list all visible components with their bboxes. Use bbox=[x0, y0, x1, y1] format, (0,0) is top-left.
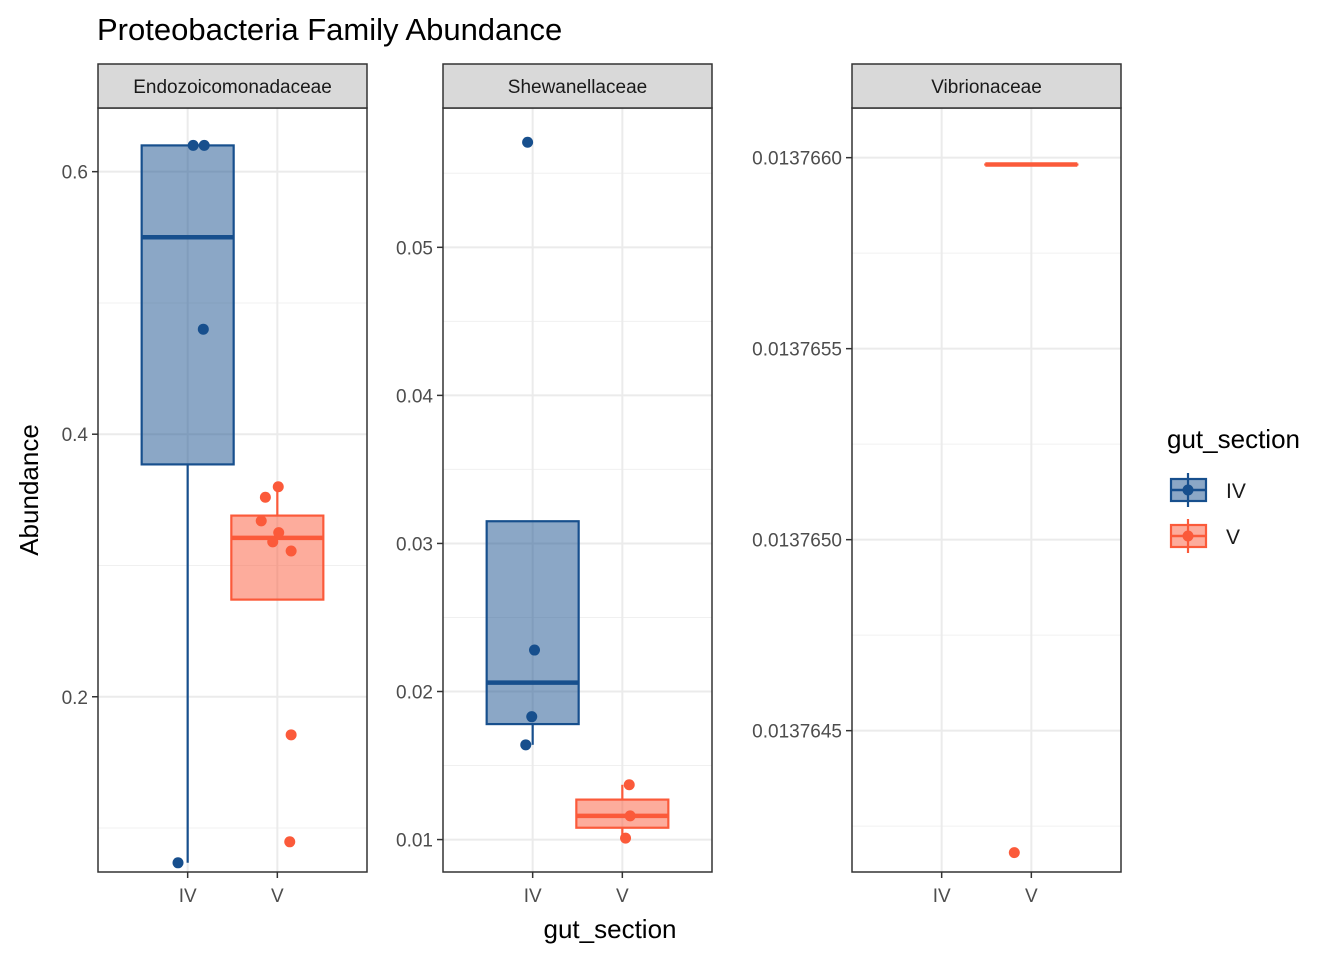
facet-panels: 0.20.40.6IV VEndozoicomonadaceae0.010.020… bbox=[62, 63, 1122, 907]
y-tick-label: 0.02 bbox=[396, 683, 433, 704]
y-tick-label: 0.4 bbox=[62, 425, 89, 446]
legend-title: gut_section bbox=[1167, 424, 1300, 454]
legend-point bbox=[1182, 484, 1194, 496]
data-point bbox=[285, 729, 297, 741]
data-point bbox=[267, 536, 279, 548]
legend-key-IV: IV bbox=[1169, 473, 1246, 507]
y-tick-label: 0.6 bbox=[62, 163, 88, 184]
y-tick-label: 0.05 bbox=[396, 238, 433, 259]
x-tick-label: V bbox=[271, 886, 284, 907]
box bbox=[140, 144, 235, 466]
data-point bbox=[284, 836, 296, 848]
strip-label: Endozoicomonadaceae bbox=[133, 77, 332, 98]
boxplot-group bbox=[575, 779, 670, 844]
data-point bbox=[187, 139, 199, 151]
data-point bbox=[520, 739, 532, 751]
legend-key-V: V bbox=[1169, 519, 1240, 553]
facet-panel: 0.0137645 0.0137650 0.0137655 0.0137660 IV V V… bbox=[752, 63, 1122, 907]
boxplot-group bbox=[485, 136, 580, 751]
y-tick-label: 0.2 bbox=[62, 688, 88, 709]
x-tick-label: IV bbox=[933, 886, 951, 907]
data-point bbox=[529, 644, 541, 656]
facet-panel: 0.01 0.02 0.03 0.04 0.05 IV V Shewanellaceae bbox=[396, 63, 713, 907]
data-point bbox=[1008, 847, 1020, 859]
strip-label: Vibrionaceae bbox=[931, 77, 1042, 98]
data-point bbox=[623, 779, 635, 791]
y-tick-label: 0.04 bbox=[396, 386, 433, 407]
legend: gut_section IV V bbox=[1167, 424, 1300, 553]
y-tick-label: 0.0137650 bbox=[752, 531, 842, 552]
data-point bbox=[624, 810, 636, 822]
data-point bbox=[272, 481, 284, 493]
data-point bbox=[526, 711, 538, 723]
data-point bbox=[620, 832, 632, 844]
x-tick-label: IV bbox=[179, 886, 197, 907]
strip-label: Shewanellaceae bbox=[508, 77, 647, 98]
legend-point bbox=[1182, 530, 1194, 542]
chart-title: Proteobacteria Family Abundance bbox=[97, 12, 562, 47]
y-tick-label: 0.0137660 bbox=[752, 149, 842, 170]
y-tick-label: 0.03 bbox=[396, 534, 433, 555]
data-point bbox=[198, 139, 210, 151]
data-point bbox=[273, 527, 285, 539]
legend-label: V bbox=[1226, 526, 1240, 549]
legend-label: IV bbox=[1226, 480, 1246, 503]
facet-panel: 0.2 0.4 0.6 IV V Endozoicomonadaceae bbox=[62, 63, 368, 907]
panel-background bbox=[852, 108, 1121, 872]
data-point bbox=[522, 136, 534, 148]
strip-background bbox=[97, 63, 368, 109]
data-point bbox=[259, 491, 271, 503]
boxplot-group bbox=[984, 162, 1079, 859]
box bbox=[485, 520, 580, 726]
strip-background bbox=[442, 63, 713, 109]
x-tick-label: V bbox=[616, 886, 629, 907]
strip-background bbox=[851, 63, 1122, 109]
x-tick-label: IV bbox=[524, 886, 542, 907]
panel-background bbox=[443, 108, 712, 872]
data-point bbox=[255, 515, 267, 527]
data-point bbox=[172, 857, 184, 869]
data-point bbox=[197, 323, 209, 335]
data-point bbox=[285, 545, 297, 557]
boxplot-group bbox=[230, 481, 325, 848]
y-tick-label: 0.01 bbox=[396, 831, 433, 852]
y-tick-label: 0.0137645 bbox=[752, 722, 842, 743]
x-tick-label: V bbox=[1025, 886, 1038, 907]
x-axis-title: gut_section bbox=[544, 914, 677, 944]
boxplot-group bbox=[140, 139, 235, 869]
y-axis-title: Abundance bbox=[14, 424, 44, 556]
y-tick-label: 0.0137655 bbox=[752, 340, 842, 361]
